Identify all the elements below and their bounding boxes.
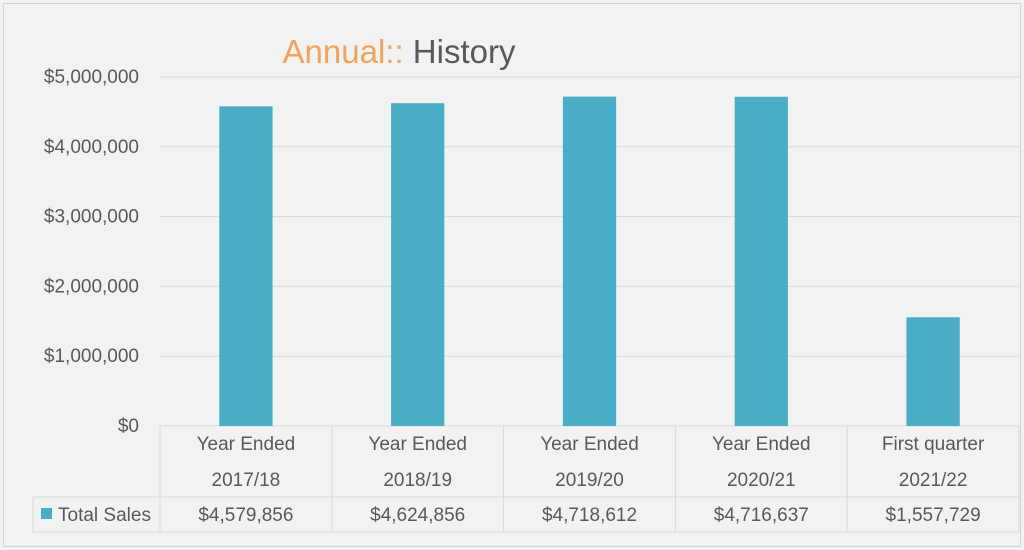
x-tick-label: Year Ended bbox=[540, 434, 639, 455]
y-tick-label: $5,000,000 bbox=[44, 67, 139, 88]
x-tick-label: 2020/21 bbox=[727, 470, 796, 491]
x-tick-label: Year Ended bbox=[368, 434, 467, 455]
x-tick-label: Year Ended bbox=[197, 434, 296, 455]
x-tick-label: 2018/19 bbox=[383, 470, 452, 491]
y-tick-label: $1,000,000 bbox=[44, 346, 139, 367]
x-tick-label: 2019/20 bbox=[555, 470, 624, 491]
y-tick-label: $2,000,000 bbox=[44, 276, 139, 297]
y-tick-label: $0 bbox=[118, 416, 139, 437]
bar bbox=[906, 317, 960, 426]
y-tick-label: $4,000,000 bbox=[44, 137, 139, 158]
chart-title-accent: Annual:: bbox=[282, 33, 404, 70]
bar bbox=[734, 96, 788, 426]
chart-title: Annual:: History bbox=[272, 28, 526, 76]
legend-label: Total Sales bbox=[58, 505, 151, 526]
data-table-value: $1,557,729 bbox=[886, 505, 981, 526]
data-table-value: $4,624,856 bbox=[370, 505, 465, 526]
data-table-value: $4,716,637 bbox=[714, 505, 809, 526]
data-table-value: $4,718,612 bbox=[542, 505, 637, 526]
chart-title-main: History bbox=[403, 33, 516, 70]
bar bbox=[219, 106, 273, 426]
x-tick-label: 2021/22 bbox=[899, 470, 968, 491]
x-tick-label: 2017/18 bbox=[212, 470, 281, 491]
y-tick-label: $3,000,000 bbox=[44, 207, 139, 228]
x-tick-label: First quarter bbox=[882, 434, 985, 455]
chart-frame bbox=[3, 3, 1021, 547]
bar bbox=[391, 103, 445, 426]
legend-swatch bbox=[41, 508, 52, 519]
data-table-value: $4,579,856 bbox=[198, 505, 293, 526]
bar bbox=[562, 96, 617, 427]
x-tick-label: Year Ended bbox=[712, 434, 811, 455]
